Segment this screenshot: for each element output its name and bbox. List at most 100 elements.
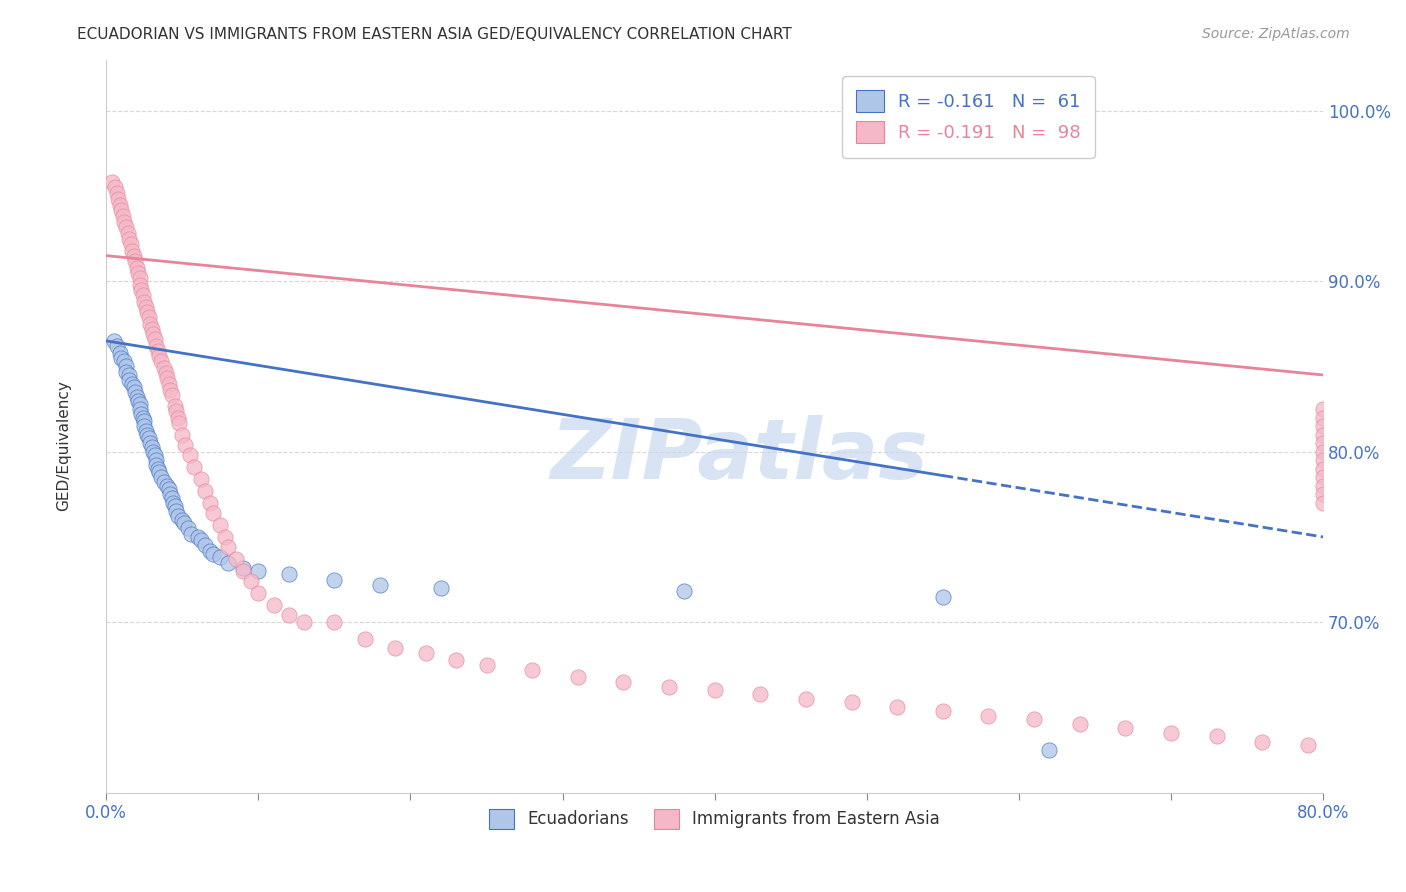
Point [194, 539, 217, 553]
Point [114, 214, 136, 228]
Point [148, 465, 170, 479]
Point [127, 266, 149, 280]
Point [180, 526, 202, 541]
Point [1312, 410, 1334, 425]
Point [150, 354, 173, 368]
Point [122, 380, 145, 394]
Point [1312, 444, 1334, 458]
Point [115, 359, 138, 374]
Point [124, 253, 146, 268]
Point [108, 346, 131, 360]
Point [125, 390, 148, 404]
Point [104, 180, 127, 194]
Point [172, 427, 194, 442]
Point [156, 479, 179, 493]
Point [1312, 453, 1334, 467]
Point [105, 339, 128, 353]
Point [1038, 743, 1060, 757]
Point [159, 487, 181, 501]
Point [105, 186, 128, 200]
Text: Source: ZipAtlas.com: Source: ZipAtlas.com [1202, 27, 1350, 41]
Point [157, 482, 180, 496]
Point [841, 695, 863, 709]
Point [209, 550, 232, 565]
Point [1251, 734, 1274, 748]
Text: ECUADORIAN VS IMMIGRANTS FROM EASTERN ASIA GED/EQUIVALENCY CORRELATION CHART: ECUADORIAN VS IMMIGRANTS FROM EASTERN AS… [77, 27, 792, 42]
Text: ZIPatlas: ZIPatlas [550, 415, 928, 496]
Point [198, 543, 221, 558]
Point [136, 305, 159, 319]
Point [1114, 721, 1136, 735]
Point [157, 376, 180, 391]
Point [153, 361, 176, 376]
Point [142, 327, 165, 342]
Point [138, 431, 160, 445]
Point [232, 564, 254, 578]
Point [612, 674, 634, 689]
Point [121, 244, 143, 258]
Point [932, 704, 955, 718]
Point [145, 339, 167, 353]
Point [156, 371, 179, 385]
Point [1312, 462, 1334, 476]
Point [794, 692, 817, 706]
Point [101, 175, 124, 189]
Point [353, 632, 375, 647]
Point [658, 680, 681, 694]
Point [190, 472, 212, 486]
Point [567, 670, 589, 684]
Legend: Ecuadorians, Immigrants from Eastern Asia: Ecuadorians, Immigrants from Eastern Asi… [482, 802, 946, 836]
Point [247, 586, 270, 600]
Point [932, 590, 955, 604]
Point [128, 270, 150, 285]
Point [323, 615, 346, 630]
Point [444, 653, 467, 667]
Point [136, 427, 159, 442]
Point [247, 564, 270, 578]
Point [173, 516, 195, 531]
Point [430, 581, 453, 595]
Point [118, 368, 141, 382]
Point [150, 470, 173, 484]
Point [886, 700, 908, 714]
Point [135, 424, 157, 438]
Point [146, 462, 169, 476]
Point [1312, 419, 1334, 434]
Point [120, 236, 142, 251]
Point [1312, 479, 1334, 493]
Point [183, 460, 205, 475]
Point [125, 260, 148, 275]
Point [977, 709, 1000, 723]
Text: GED/Equivalency: GED/Equivalency [56, 381, 70, 511]
Point [703, 683, 725, 698]
Point [177, 521, 200, 535]
Point [194, 483, 217, 498]
Point [166, 410, 188, 425]
Point [162, 496, 184, 510]
Point [1312, 487, 1334, 501]
Point [103, 334, 125, 348]
Point [186, 530, 208, 544]
Point [172, 513, 194, 527]
Point [111, 210, 134, 224]
Point [1205, 730, 1227, 744]
Point [1160, 726, 1182, 740]
Point [217, 540, 239, 554]
Point [114, 354, 136, 368]
Point [108, 197, 131, 211]
Point [142, 444, 165, 458]
Point [179, 448, 201, 462]
Point [132, 410, 155, 425]
Point [263, 598, 285, 612]
Point [1312, 470, 1334, 484]
Point [166, 509, 188, 524]
Point [148, 349, 170, 363]
Point [134, 294, 156, 309]
Point [201, 506, 224, 520]
Point [118, 231, 141, 245]
Point [165, 504, 187, 518]
Point [198, 496, 221, 510]
Point [117, 227, 139, 241]
Point [132, 288, 155, 302]
Point [160, 388, 183, 402]
